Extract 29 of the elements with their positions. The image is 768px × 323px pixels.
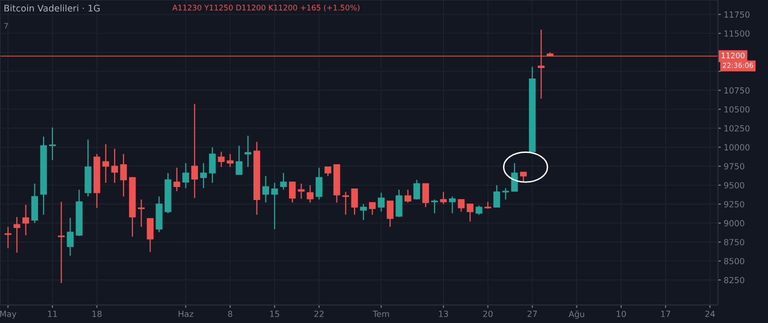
- x-tick-label: 15: [270, 310, 280, 318]
- x-tick-label: 17: [661, 310, 670, 317]
- x-tick-label: May: [0, 310, 16, 319]
- x-tick-label: 8: [228, 310, 232, 318]
- x-tick-label: 22: [314, 310, 324, 317]
- y-tick-label: 8250: [724, 276, 744, 284]
- y-tick-label: 9000: [724, 220, 744, 226]
- x-tick-label: 13: [439, 310, 448, 318]
- x-tick-label: Haz: [178, 310, 194, 318]
- x-tick-label: 11: [48, 310, 57, 317]
- x-tick-label: 20: [483, 310, 493, 318]
- y-tick-label: 10500: [724, 106, 750, 113]
- y-tick-label: 11750: [724, 11, 750, 18]
- y-tick-label: 11500: [724, 30, 750, 37]
- x-tick-label: 27: [528, 310, 537, 317]
- y-tick-label: 10000: [724, 144, 750, 150]
- x-tick-label: Ağu: [568, 310, 584, 319]
- y-tick-label: 10750: [724, 87, 750, 94]
- y-tick-label: 9250: [724, 201, 744, 208]
- y-tick-label: 9750: [724, 163, 744, 170]
- y-tick-label: 10250: [724, 125, 750, 132]
- y-tick-label: 8750: [724, 239, 744, 246]
- x-tick-label: 24: [705, 310, 715, 317]
- chart-title: Bitcoin Vadelileri · 1G: [4, 4, 100, 12]
- y-tick-label: 8500: [724, 258, 744, 264]
- x-tick-label: 18: [92, 310, 102, 318]
- y-tick-label: 9500: [724, 182, 744, 188]
- x-tick-label: Tem: [372, 310, 389, 318]
- x-tick-label: 10: [616, 310, 626, 318]
